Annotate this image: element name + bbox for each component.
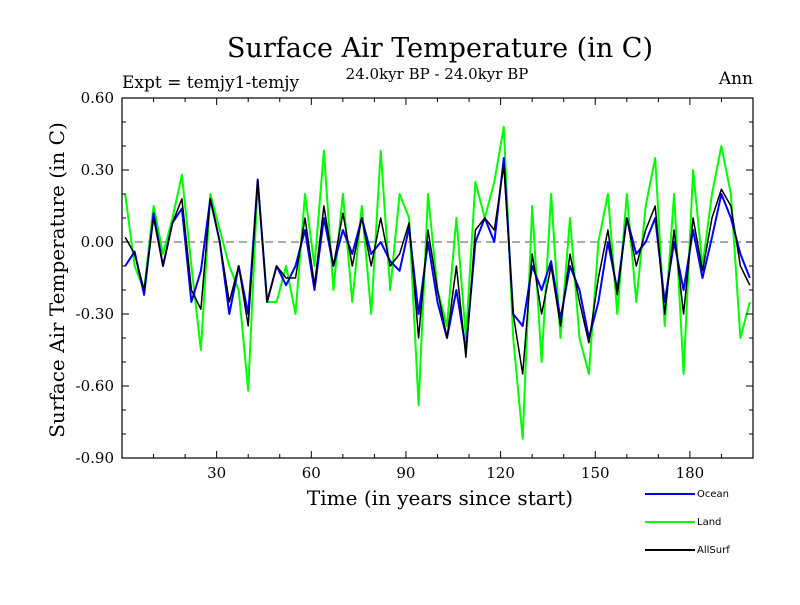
legend-label-land: Land — [697, 517, 721, 528]
chart-title: Surface Air Temperature (in C) — [227, 33, 653, 64]
y-tick-label: 0.00 — [81, 233, 114, 251]
season-label: Ann — [718, 69, 753, 89]
x-tick-label: 150 — [581, 464, 610, 482]
x-tick-label: 90 — [396, 464, 415, 482]
chart-subtitle: 24.0kyr BP - 24.0kyr BP — [346, 65, 529, 83]
x-tick-label: 180 — [676, 464, 705, 482]
y-tick-label: -0.30 — [76, 305, 114, 323]
x-tick-label: 120 — [486, 464, 515, 482]
legend-label-ocean: Ocean — [697, 489, 729, 500]
legend: Ocean Land AllSurf — [645, 489, 730, 556]
x-tick-label: 60 — [302, 464, 321, 482]
y-tick-label: -0.60 — [76, 377, 114, 395]
series-line-allsurf — [124, 164, 751, 375]
x-tick-label: 30 — [207, 464, 226, 482]
y-axis-label: Surface Air Temperature (in C) — [45, 122, 69, 438]
series-line-land — [124, 125, 751, 440]
y-tick-label: 0.30 — [81, 161, 114, 179]
x-axis-label: Time (in years since start) — [307, 486, 573, 510]
y-tick-label: -0.90 — [76, 449, 114, 467]
plot-frame — [121, 97, 754, 459]
legend-label-allsurf: AllSurf — [697, 545, 730, 556]
series-line-ocean — [124, 157, 751, 351]
y-tick-label: 0.60 — [81, 89, 114, 107]
experiment-label: Expt = temjy1-temjy — [122, 73, 299, 93]
plot-area: 0.60 0.30 0.00 -0.30 -0.60 -0.90 30 60 90 120 150 1… — [76, 89, 754, 482]
